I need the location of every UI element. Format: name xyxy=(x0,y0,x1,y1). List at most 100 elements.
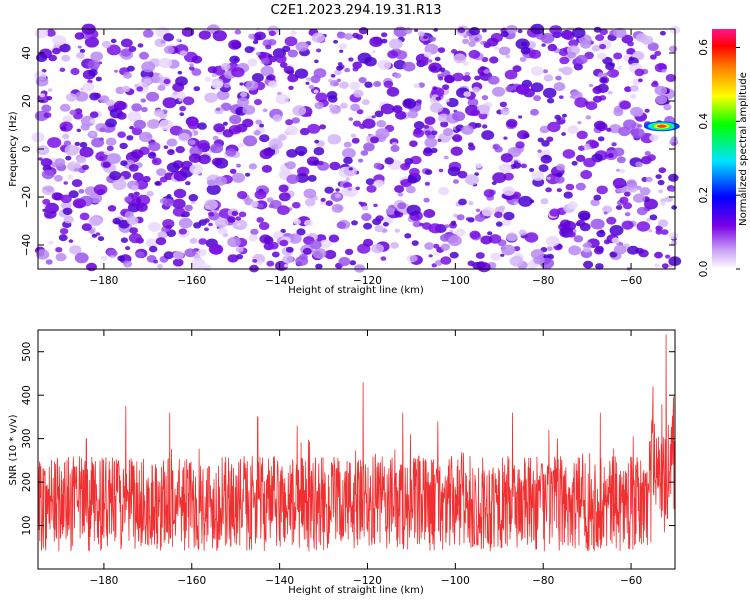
heatmap-cell xyxy=(553,82,566,92)
heatmap-cell xyxy=(373,179,384,188)
heatmap-cell xyxy=(166,162,180,173)
heatmap-cell xyxy=(373,81,382,87)
heatmap-cell xyxy=(98,156,105,160)
heatmap-cell xyxy=(480,235,493,245)
heatmap-cell xyxy=(549,25,563,35)
x-tick-label: −140 xyxy=(265,575,294,587)
heatmap-cell xyxy=(506,232,518,242)
heatmap-cell xyxy=(79,212,90,221)
heatmap-cell xyxy=(560,116,566,121)
heatmap-cell xyxy=(305,81,310,85)
heatmap-cell xyxy=(597,136,605,142)
heatmap-cell xyxy=(547,97,555,104)
heatmap-cell xyxy=(412,128,425,138)
heatmap-cell xyxy=(463,91,472,97)
heatmap-cell xyxy=(47,88,53,92)
x-tick-label: −60 xyxy=(620,575,642,587)
heatmap-cell xyxy=(478,112,488,120)
heatmap-cell xyxy=(427,59,433,63)
heatmap-cell xyxy=(567,201,578,210)
heatmap-cell xyxy=(172,91,178,96)
heatmap-cell xyxy=(506,118,518,128)
heatmap-cell xyxy=(285,161,296,170)
heatmap-cell xyxy=(236,163,241,168)
heatmap-cell xyxy=(590,199,600,207)
heatmap-cell xyxy=(531,171,545,181)
heatmap-cell xyxy=(343,141,352,148)
heatmap-cell xyxy=(260,65,274,77)
heatmap-cell xyxy=(423,51,432,58)
heatmap-cell xyxy=(265,44,272,50)
heatmap-cell xyxy=(258,221,270,231)
heatmap-cell xyxy=(636,221,651,232)
heatmap-cell xyxy=(371,115,376,119)
heatmap-cell xyxy=(556,172,563,178)
heatmap-cell xyxy=(487,231,493,236)
heatmap-cell xyxy=(213,123,225,133)
heatmap-cell xyxy=(123,260,133,268)
heatmap-cell xyxy=(326,91,338,99)
heatmap-cell xyxy=(179,112,185,117)
heatmap-cell xyxy=(231,67,245,78)
heatmap-cell xyxy=(561,132,566,136)
heatmap-cell xyxy=(483,42,491,49)
heatmap-cell xyxy=(561,66,573,76)
heatmap-cell xyxy=(288,233,302,244)
heatmap-cell xyxy=(671,142,677,146)
heatmap-cell xyxy=(189,237,198,244)
heatmap-cell xyxy=(185,181,191,186)
heatmap-cell xyxy=(406,204,421,216)
heatmap-cell xyxy=(599,28,608,36)
heatmap-cell xyxy=(562,31,575,41)
heatmap-cell xyxy=(79,141,88,148)
heatmap-cell xyxy=(221,62,231,71)
heatmap-cell xyxy=(189,164,203,175)
heatmap-cell xyxy=(424,169,433,176)
y-tick-label: −40 xyxy=(21,234,33,256)
heatmap-cell xyxy=(366,185,377,193)
heatmap-cell xyxy=(364,81,373,88)
heatmap-cell xyxy=(474,75,481,81)
heatmap-cell xyxy=(558,95,564,99)
heatmap-cell xyxy=(655,229,663,235)
heatmap-cell xyxy=(386,86,400,97)
heatmap-cell xyxy=(428,254,433,258)
heatmap-cell xyxy=(605,62,615,71)
heatmap-cell xyxy=(351,220,358,226)
heatmap-cell xyxy=(575,182,586,191)
heatmap-cell xyxy=(99,127,106,133)
heatmap-cell xyxy=(464,71,471,77)
heatmap-cell xyxy=(160,40,166,44)
heatmap-cell xyxy=(329,161,341,171)
heatmap-cell xyxy=(167,149,175,156)
heatmap-cell xyxy=(198,154,211,165)
heatmap-cell xyxy=(344,33,353,40)
heatmap-cell xyxy=(153,159,158,163)
heatmap-cell xyxy=(615,205,623,210)
heatmap-cell xyxy=(285,125,299,136)
spectrogram-panel: −180 −160 −140 −120 −100 −80 −60 −40 −20 0 20 40 He… xyxy=(8,23,682,296)
heatmap-cell xyxy=(562,149,576,159)
heatmap-cell xyxy=(406,185,416,194)
heatmap-cell xyxy=(307,123,321,134)
heatmap-cell xyxy=(128,46,137,52)
heatmap-cell xyxy=(93,92,101,99)
heatmap-cell xyxy=(619,196,629,204)
heatmap-cell xyxy=(136,86,144,92)
heatmap-cell xyxy=(75,91,89,102)
heatmap-cell xyxy=(593,194,602,201)
heatmap-cell xyxy=(291,117,300,124)
heatmap-cell xyxy=(355,186,361,191)
heatmap-cell xyxy=(236,223,241,227)
heatmap-cell xyxy=(283,66,294,74)
heatmap-cell xyxy=(649,134,659,142)
heatmap-cell xyxy=(125,246,131,251)
heatmap-cell xyxy=(502,186,515,196)
heatmap-cell xyxy=(41,169,55,180)
colorbar-ticks: 0.0 0.2 0.4 0.6 xyxy=(698,39,740,277)
heatmap-cell xyxy=(481,95,489,101)
snr-y-label: SNR (10 * v/v) xyxy=(8,414,19,485)
heatmap-cell xyxy=(216,90,230,101)
heatmap-cell xyxy=(646,154,656,162)
heatmap-cell xyxy=(278,192,291,202)
